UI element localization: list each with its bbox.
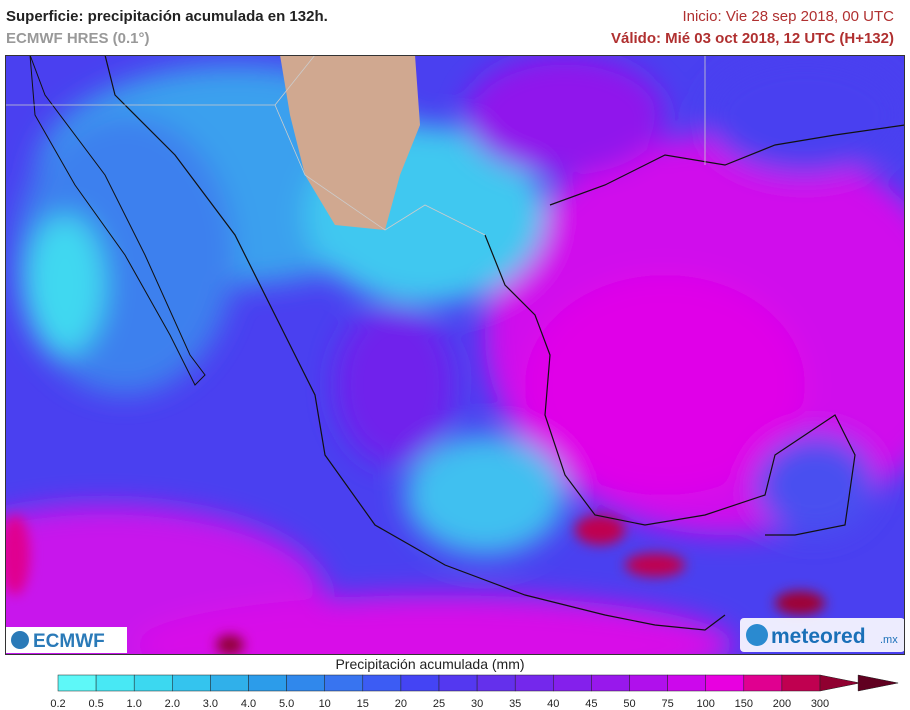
legend-swatch — [286, 674, 325, 692]
legend-swatch — [95, 674, 135, 692]
legend-tick-label: 4.0 — [241, 698, 256, 710]
legend-swatch — [591, 674, 630, 692]
legend-tick-label: 1.0 — [127, 698, 142, 710]
legend-tick-label: 0.2 — [50, 698, 65, 710]
model-name: ECMWF HRES (0.1°) — [6, 30, 150, 47]
legend-tick-label: 3.0 — [203, 698, 218, 710]
map-title: Superficie: precipitación acumulada en 1… — [6, 8, 328, 25]
ecmwf-logo-text: ECMWF — [33, 631, 105, 652]
legend-tick-label: 45 — [585, 698, 597, 710]
legend-tick-label: 20 — [395, 698, 407, 710]
dry-area — [280, 55, 420, 230]
legend-tick-label: 35 — [509, 698, 521, 710]
legend-swatch — [553, 674, 592, 692]
init-time: Inicio: Vie 28 sep 2018, 00 UTC — [682, 8, 894, 25]
legend-swatch — [514, 674, 554, 692]
legend-swatch — [210, 674, 249, 692]
meteored-logo-text: meteored — [771, 625, 866, 648]
coastline — [29, 55, 206, 386]
legend-tick-label: 75 — [661, 698, 673, 710]
legend-swatch — [667, 674, 706, 692]
legend-arrow — [819, 674, 861, 692]
legend-tick-label: 150 — [735, 698, 753, 710]
legend-swatch — [400, 674, 440, 692]
legend-tick-label: 10 — [319, 698, 331, 710]
legend-swatch — [705, 674, 745, 692]
border — [5, 55, 706, 236]
valid-time: Válido: Mié 03 oct 2018, 12 UTC (H+132) — [610, 30, 894, 47]
legend-tick-label: 25 — [433, 698, 445, 710]
legend-swatch — [629, 674, 668, 692]
legend-swatch — [476, 674, 516, 692]
legend-arrow — [857, 674, 899, 692]
legend-swatch — [133, 674, 173, 692]
legend-title: Precipitación acumulada (mm) — [335, 656, 524, 672]
legend-tick-label: 2.0 — [165, 698, 180, 710]
meteored-logo-suffix: .mx — [880, 634, 898, 646]
legend-swatch — [438, 674, 478, 692]
coastline — [549, 124, 905, 206]
legend-tick-label: 15 — [357, 698, 369, 710]
meteored-logo: meteored .mx — [740, 618, 905, 652]
legend-tick-label: 40 — [547, 698, 559, 710]
legend-swatch — [781, 674, 821, 692]
legend-swatch — [743, 674, 783, 692]
legend-tick-label: 0.5 — [88, 698, 103, 710]
legend-tick-label: 30 — [471, 698, 483, 710]
legend-swatch — [324, 674, 364, 692]
heavy-cells — [5, 515, 825, 655]
legend-swatch — [248, 674, 287, 692]
precip-field — [5, 55, 905, 655]
legend-tick-label: 5.0 — [279, 698, 294, 710]
legend-swatch — [57, 674, 97, 692]
legend-swatch — [362, 674, 402, 692]
legend-tick-label: 50 — [623, 698, 635, 710]
legend-tick-label: 100 — [697, 698, 715, 710]
ecmwf-logo: ECMWF — [5, 627, 127, 653]
coastline — [104, 55, 856, 631]
legend-tick-label: 300 — [811, 698, 829, 710]
color-legend: Precipitación acumulada (mm) 0.2 0.5 1.0 2.… — [50, 656, 899, 710]
legend-swatch — [172, 674, 211, 692]
map-frame — [5, 55, 905, 655]
legend-tick-label: 200 — [773, 698, 791, 710]
precip-map: ECMWF meteored .mx — [5, 55, 905, 655]
